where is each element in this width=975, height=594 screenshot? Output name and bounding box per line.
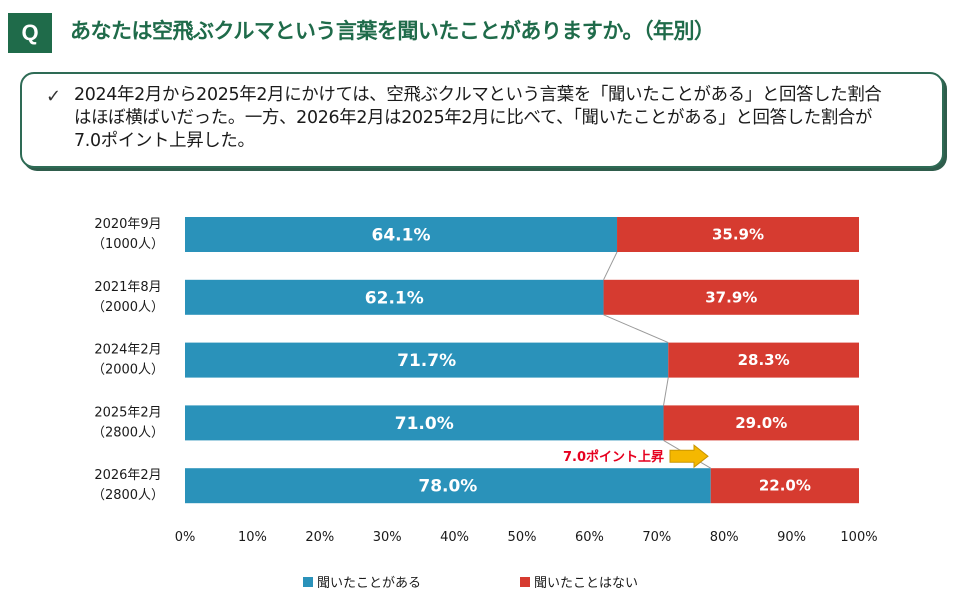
category-sample-label-0: （1000人） xyxy=(92,237,164,252)
data-label-not-heard-1: 37.9% xyxy=(705,288,757,306)
legend-swatch-not-heard xyxy=(520,576,530,587)
x-tick-label-3: 30% xyxy=(373,530,402,545)
x-tick-label-10: 100% xyxy=(840,530,877,545)
series-line-1 xyxy=(603,314,669,344)
data-label-heard-3: 71.0% xyxy=(395,414,454,434)
legend-swatch-heard xyxy=(303,576,313,587)
data-label-heard-1: 62.1% xyxy=(365,288,424,308)
legend-label-not-heard: 聞いたことはない xyxy=(534,576,639,591)
x-tick-label-8: 80% xyxy=(710,530,739,545)
data-label-not-heard-3: 29.0% xyxy=(735,414,787,432)
legend-item-heard: 聞いたことがある xyxy=(303,572,421,591)
bar-not-heard-4 xyxy=(710,468,859,504)
x-tick-label-2: 20% xyxy=(305,530,334,545)
legend-label-heard: 聞いたことがある xyxy=(317,576,422,591)
x-tick-label-4: 40% xyxy=(440,530,469,545)
category-label-3: 2025年2月 xyxy=(94,405,161,420)
x-tick-label-5: 50% xyxy=(508,530,537,545)
bar-not-heard-0 xyxy=(617,217,859,252)
series-line-0 xyxy=(603,251,618,281)
bar-heard-1 xyxy=(185,279,604,315)
arrow-up-icon xyxy=(669,444,709,469)
category-sample-label-2: （2000人） xyxy=(92,363,164,378)
data-label-not-heard-2: 28.3% xyxy=(738,351,790,369)
data-label-heard-4: 78.0% xyxy=(418,477,477,497)
category-sample-label-1: （2000人） xyxy=(92,300,164,315)
category-label-1: 2021年8月 xyxy=(94,280,161,295)
data-label-not-heard-0: 35.9% xyxy=(712,226,764,244)
summary-line-3: 7.0ポイント上昇した。 xyxy=(74,131,255,151)
bar-heard-3 xyxy=(185,405,664,441)
category-label-0: 2020年9月 xyxy=(94,217,161,232)
summary-line-1: 2024年2月から2025年2月にかけては、空飛ぶクルマという言葉を「聞いたこと… xyxy=(74,85,882,105)
bar-heard-0 xyxy=(185,217,618,252)
summary-text: 2024年2月から2025年2月にかけては、空飛ぶクルマという言葉を「聞いたこと… xyxy=(74,84,934,153)
x-tick-label-1: 10% xyxy=(238,530,267,545)
check-icon: ✓ xyxy=(46,86,62,107)
category-sample-label-4: （2800人） xyxy=(92,488,164,503)
page-title: あなたは空飛ぶクルマという言葉を聞いたことがありますか。（年別） xyxy=(70,19,715,43)
category-sample-label-3: （2800人） xyxy=(92,425,164,440)
x-tick-label-7: 70% xyxy=(642,530,671,545)
annotation-label: 7.0ポイント上昇 xyxy=(563,449,664,465)
data-label-not-heard-4: 22.0% xyxy=(759,477,811,495)
bar-heard-2 xyxy=(185,342,669,378)
category-label-2: 2024年2月 xyxy=(94,343,161,358)
x-tick-label-6: 60% xyxy=(575,530,604,545)
data-label-heard-0: 64.1% xyxy=(372,226,431,246)
summary-line-2: はほぼ横ばいだった。一方、2026年2月は2025年2月に比べて、「聞いたことが… xyxy=(74,108,873,128)
bar-not-heard-1 xyxy=(603,279,859,315)
bar-not-heard-3 xyxy=(663,405,859,441)
question-badge: Q xyxy=(8,13,52,53)
x-tick-label-9: 90% xyxy=(777,530,806,545)
bar-not-heard-2 xyxy=(668,342,859,378)
series-line-2 xyxy=(663,377,669,406)
legend-item-not-heard: 聞いたことはない xyxy=(520,572,638,591)
x-tick-label-0: 0% xyxy=(175,530,196,545)
bar-heard-4 xyxy=(185,468,711,504)
data-label-heard-2: 71.7% xyxy=(397,351,456,371)
category-label-4: 2026年2月 xyxy=(94,468,161,483)
summary-box: ✓ 2024年2月から2025年2月にかけては、空飛ぶクルマという言葉を「聞いた… xyxy=(20,72,944,168)
